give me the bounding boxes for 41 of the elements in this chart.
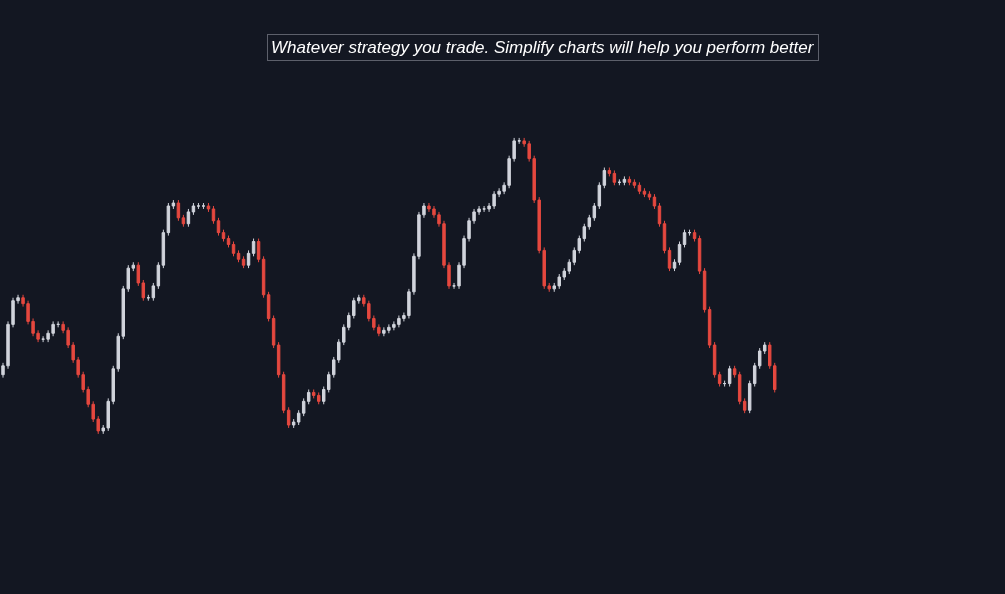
candlestick	[251, 238, 256, 257]
candlestick	[657, 202, 662, 228]
candlestick	[236, 249, 241, 263]
chart-title: Whatever strategy you trade. Simplify charts will help you perform better	[271, 38, 815, 57]
candlestick	[672, 258, 677, 272]
candlestick	[712, 341, 717, 379]
candlestick	[56, 320, 60, 328]
candlestick	[727, 365, 732, 388]
candlestick	[652, 193, 657, 210]
candlestick	[612, 169, 617, 186]
candlestick	[632, 178, 637, 189]
candlestick	[692, 229, 697, 243]
candlestick	[622, 175, 627, 186]
candlestick	[171, 199, 176, 210]
candlestick	[176, 199, 181, 222]
candlestick	[717, 371, 722, 388]
candlestick	[647, 190, 652, 201]
candlestick	[677, 241, 682, 266]
candlestick	[231, 241, 236, 257]
candlestick	[682, 229, 687, 248]
candlestick	[241, 255, 246, 269]
candlestick	[181, 214, 186, 228]
candlestick	[642, 187, 647, 198]
candlestick	[166, 202, 171, 237]
candlestick	[607, 167, 612, 177]
candlestick	[246, 249, 251, 269]
candlestick	[256, 238, 261, 263]
candlestick	[482, 205, 486, 213]
candlestick	[226, 235, 231, 248]
candlestick	[316, 391, 321, 405]
candlestick	[41, 335, 45, 343]
candlestick	[667, 246, 672, 272]
candlestick	[206, 202, 211, 213]
candlestick	[637, 181, 642, 195]
candlestick	[221, 229, 226, 243]
candlestick	[211, 205, 216, 225]
candlestick	[452, 282, 456, 290]
candlestick	[216, 217, 221, 237]
candlestick	[186, 208, 191, 228]
candlestick	[627, 175, 632, 186]
candlestick	[191, 202, 196, 216]
